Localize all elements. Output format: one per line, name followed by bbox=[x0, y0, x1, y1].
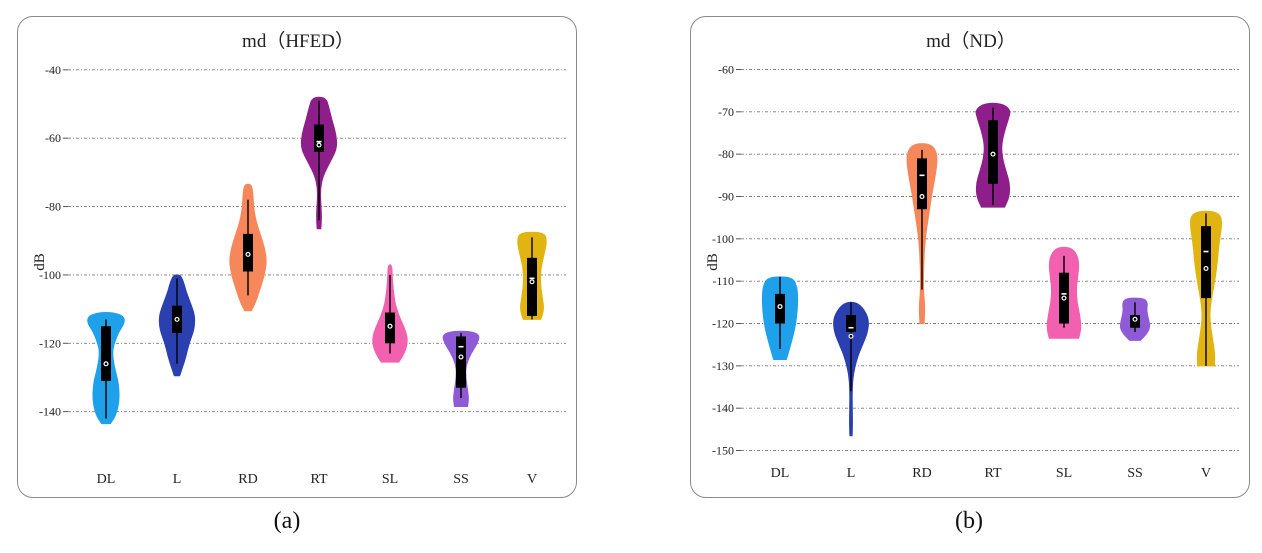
y-tick-label: -120 bbox=[712, 317, 734, 331]
mean-marker bbox=[1203, 265, 1209, 271]
y-tick-label: -150 bbox=[712, 444, 734, 458]
x-category-label: SL bbox=[1056, 466, 1072, 481]
chart-title: md（HFED） bbox=[242, 30, 354, 52]
y-tick-label: -140 bbox=[39, 405, 61, 419]
violin-v bbox=[1190, 210, 1222, 367]
subfigure-label-a: (a) bbox=[273, 508, 301, 534]
violin-ss bbox=[442, 330, 480, 407]
violin-rd bbox=[229, 183, 267, 312]
y-tick-label: -40 bbox=[45, 63, 61, 77]
violin-rt bbox=[975, 102, 1011, 208]
x-category-label: V bbox=[1201, 466, 1211, 481]
mean-marker bbox=[316, 142, 322, 148]
x-category-label: RT bbox=[310, 472, 327, 487]
chart-b-canvas: md（ND） dB -60 -70 -80 -90 -100 -110 -120 -130 -140… bbox=[705, 30, 1239, 481]
iqr-box bbox=[314, 124, 324, 152]
mean-marker bbox=[1132, 316, 1138, 322]
iqr-box bbox=[846, 315, 856, 332]
violin-ss bbox=[1119, 297, 1151, 341]
iqr-box bbox=[917, 158, 927, 210]
violin-sl bbox=[1046, 246, 1082, 339]
violin-rd bbox=[906, 143, 938, 324]
mean-marker bbox=[387, 323, 393, 329]
y-tick-label: -140 bbox=[712, 401, 734, 415]
chart-title: md（ND） bbox=[926, 30, 1016, 52]
mean-marker bbox=[919, 193, 925, 199]
mean-marker bbox=[848, 333, 854, 339]
mean-marker bbox=[458, 354, 464, 360]
x-category-label: L bbox=[173, 472, 182, 487]
chart-panel-b: md（ND） dB -60 -70 -80 -90 -100 -110 -120 -130 -140… bbox=[690, 16, 1250, 498]
y-tick-label: -130 bbox=[712, 359, 734, 373]
violin-sl bbox=[372, 264, 408, 363]
mean-marker bbox=[1061, 295, 1067, 301]
chart-panel-a: md（HFED） dB -40 -60 -80 -100 -120 -140 DL L RD RT SL… bbox=[17, 16, 577, 498]
iqr-box bbox=[456, 336, 466, 388]
mean-marker bbox=[245, 251, 251, 257]
y-axis-label: dB bbox=[705, 253, 721, 271]
x-category-label: RD bbox=[912, 466, 931, 481]
violin-v bbox=[517, 231, 547, 320]
y-tick-label: -120 bbox=[39, 336, 61, 350]
violin-l bbox=[833, 301, 869, 437]
y-tick-label: -100 bbox=[39, 268, 61, 282]
x-category-label: RD bbox=[238, 472, 257, 487]
y-axis-label: dB bbox=[32, 253, 48, 271]
iqr-box bbox=[101, 326, 111, 381]
y-tick-label: -70 bbox=[718, 105, 734, 119]
x-category-label: RT bbox=[984, 466, 1001, 481]
mean-marker bbox=[990, 151, 996, 157]
violin-rt bbox=[300, 96, 338, 230]
mean-marker bbox=[777, 304, 783, 310]
y-tick-label: -60 bbox=[45, 131, 61, 145]
iqr-box bbox=[1201, 226, 1211, 299]
chart-a-canvas: md（HFED） dB -40 -60 -80 -100 -120 -140 DL L RD RT SL… bbox=[32, 30, 566, 487]
x-category-label: V bbox=[527, 472, 537, 487]
y-tick-label: -90 bbox=[718, 189, 734, 203]
y-tick-label: -100 bbox=[712, 232, 734, 246]
x-category-label: SL bbox=[382, 472, 398, 487]
violin-l bbox=[158, 274, 196, 377]
y-tick-label: -80 bbox=[45, 200, 61, 214]
x-category-label: DL bbox=[97, 472, 116, 487]
mean-marker bbox=[103, 361, 109, 367]
iqr-box bbox=[527, 257, 537, 316]
mean-marker bbox=[529, 279, 535, 285]
violin-dl bbox=[761, 276, 799, 360]
x-category-label: SS bbox=[1127, 466, 1143, 481]
subfigure-label-b: (b) bbox=[955, 508, 983, 534]
x-category-label: L bbox=[847, 466, 856, 481]
y-tick-label: -110 bbox=[712, 274, 734, 288]
mean-marker bbox=[174, 316, 180, 322]
x-category-label: SS bbox=[453, 472, 469, 487]
x-category-label: DL bbox=[771, 466, 790, 481]
violin-dl bbox=[87, 312, 125, 425]
y-tick-label: -60 bbox=[718, 62, 734, 76]
y-tick-label: -80 bbox=[718, 147, 734, 161]
